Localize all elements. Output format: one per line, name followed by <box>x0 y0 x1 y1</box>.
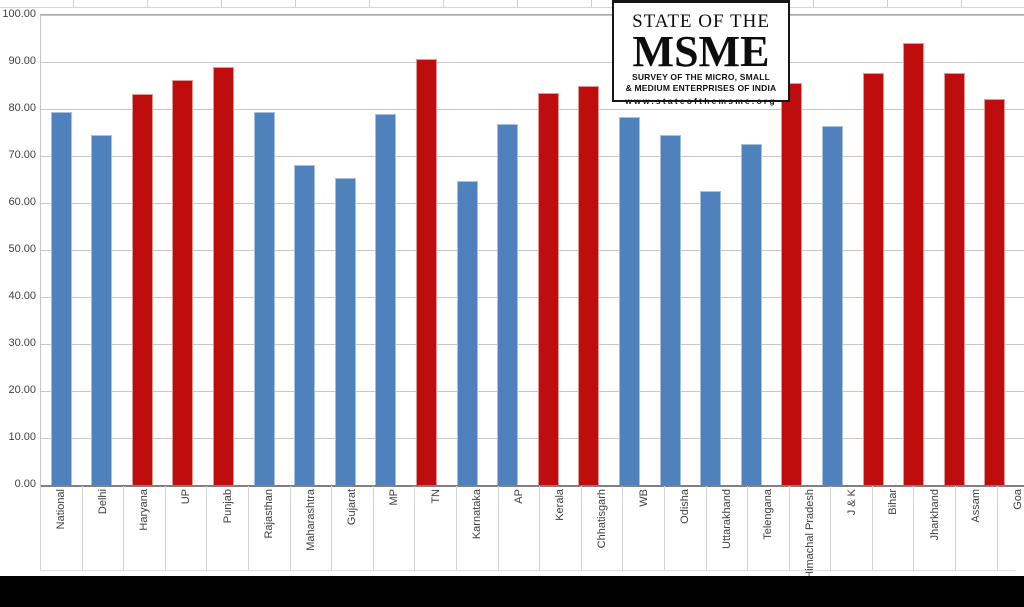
msme-logo-box: STATE OF THE MSME SURVEY OF THE MICRO, S… <box>612 0 790 106</box>
x-tick-label: Uttarakhand <box>720 489 733 549</box>
x-tick-label: Goa <box>1011 489 1024 510</box>
bar-ap <box>497 124 519 485</box>
x-tick-label: WB <box>637 489 650 507</box>
x-category-cell: Bihar <box>871 486 914 570</box>
bar-kerala <box>537 93 559 485</box>
bar-tn <box>416 59 437 485</box>
bar-j-k <box>822 126 843 485</box>
bar-haryana <box>131 94 153 485</box>
x-tick-label: Delhi <box>96 489 109 515</box>
x-tick-label: Kerala <box>554 489 567 521</box>
x-category-cell: Goa <box>996 486 1024 570</box>
bar-wb <box>619 117 640 485</box>
x-category-cell: Uttarakhand <box>705 486 748 570</box>
y-tick-label: 20.00 <box>8 384 36 396</box>
x-tick-label: Odisha <box>679 489 692 524</box>
y-tick-label: 50.00 <box>8 243 36 255</box>
x-category-cell: Chhatisgarh <box>580 486 623 570</box>
bar-odisha <box>659 135 681 485</box>
bar-chhatisgarh <box>578 86 600 485</box>
logo-title: STATE OF THE <box>632 11 770 32</box>
x-category-cell: MP <box>372 486 415 570</box>
x-category-cell: WB <box>622 486 664 570</box>
y-tick-label: 10.00 <box>8 431 36 443</box>
x-tick-label: Gujarat <box>346 489 359 526</box>
x-category-cell: National <box>40 486 82 570</box>
bar-bihar <box>862 73 884 485</box>
spreadsheet-cells-row <box>0 0 1024 8</box>
x-tick-label: Assam <box>970 489 983 523</box>
x-tick-label: Punjab <box>221 489 234 524</box>
y-tick-label: 40.00 <box>8 290 36 302</box>
y-tick-label: 0.00 <box>14 478 36 490</box>
bar-telengana <box>740 144 762 485</box>
x-category-cell: Maharashtra <box>289 486 332 570</box>
x-tick-label: UP <box>180 489 193 505</box>
chart-plot-area <box>40 14 1024 487</box>
x-category-cell: Himachal Pradesh <box>788 486 831 579</box>
y-tick-label: 80.00 <box>8 102 36 114</box>
bar-national <box>50 112 72 485</box>
x-tick-label: Karnataka <box>471 489 484 540</box>
x-tick-label: Rajasthan <box>263 489 276 539</box>
y-tick-label: 70.00 <box>8 149 36 161</box>
x-tick-label: Telengana <box>762 489 775 540</box>
x-tick-label: J & K <box>845 489 858 516</box>
y-tick-label: 60.00 <box>8 196 36 208</box>
x-tick-label: TN <box>429 489 442 504</box>
bar-rajasthan <box>253 112 275 485</box>
logo-acronym: MSME <box>632 27 770 76</box>
bar-mp <box>375 114 397 485</box>
x-tick-label: Haryana <box>138 489 151 531</box>
x-tick-label: Jharkhand <box>928 489 941 541</box>
x-category-cell: J & K <box>830 486 872 570</box>
x-category-cell: Delhi <box>81 486 124 570</box>
bar-punjab <box>213 67 234 485</box>
x-category-cell: AP <box>497 486 540 570</box>
x-tick-label: Chhatisgarh <box>596 489 609 549</box>
x-tick-label: National <box>55 489 68 530</box>
x-category-cell: Kerala <box>539 486 581 570</box>
logo-subtitle-2: & MEDIUM ENTERPRISES OF INDIA <box>625 82 777 93</box>
x-category-cell: Assam <box>955 486 997 570</box>
bar-himachal-pradesh <box>781 83 803 485</box>
x-category-cell: Gujarat <box>331 486 373 570</box>
bar-jharkhand <box>903 43 925 485</box>
x-tick-label: MP <box>388 489 401 506</box>
y-tick-label: 90.00 <box>8 55 36 67</box>
bar-up <box>172 80 194 485</box>
bar-assam <box>943 73 965 485</box>
bar-goa <box>984 99 1006 485</box>
x-category-cell: UP <box>164 486 207 570</box>
bar-delhi <box>91 135 113 485</box>
logo-subtitle-1: SURVEY OF THE MICRO, SMALL <box>631 72 771 82</box>
bar-uttarakhand <box>700 191 722 485</box>
bar-gujarat <box>334 178 356 485</box>
x-tick-label: Bihar <box>887 489 900 515</box>
y-tick-label: 100.00 <box>2 8 36 20</box>
x-tick-label: AP <box>512 489 525 504</box>
x-category-cell: TN <box>414 486 456 570</box>
x-tick-label: Himachal Pradesh <box>803 489 816 579</box>
x-tick-label: Maharashtra <box>304 489 317 551</box>
x-axis-labels: National Delhi Haryana UP Punjab Rajasthan Mah… <box>40 486 1024 579</box>
logo-url: www.stateofthemsme.org <box>625 96 777 106</box>
y-tick-label: 30.00 <box>8 337 36 349</box>
x-category-cell: Telengana <box>747 486 789 570</box>
bar-maharashtra <box>294 165 316 485</box>
x-category-cell: Jharkhand <box>913 486 955 570</box>
x-category-cell: Punjab <box>206 486 248 570</box>
x-category-cell: Rajasthan <box>247 486 290 570</box>
bar-karnataka <box>456 181 478 485</box>
bottom-black-strip <box>0 576 1024 607</box>
x-category-cell: Haryana <box>123 486 165 570</box>
x-category-cell: Karnataka <box>455 486 498 570</box>
x-category-cell: Odisha <box>663 486 706 570</box>
